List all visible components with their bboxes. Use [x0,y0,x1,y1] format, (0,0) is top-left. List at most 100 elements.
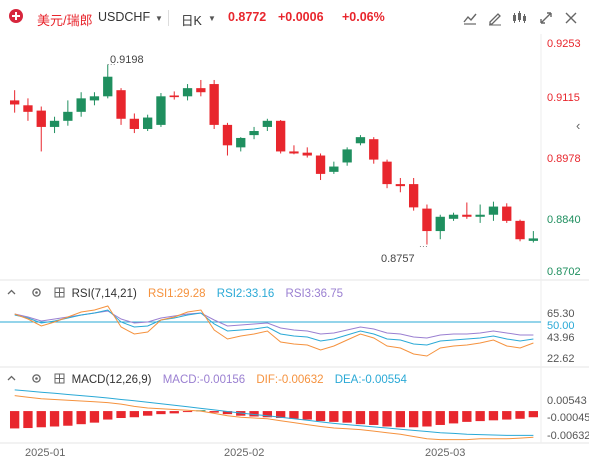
macd-axis-label: -0.00632 [547,430,589,442]
macd-bar [262,411,273,418]
macd-bar [315,411,326,422]
rsi-label: RSI(7,14,21) [71,288,137,300]
macd-bar [103,411,113,420]
fullscreen-icon[interactable] [536,8,556,28]
candle-body [196,88,206,93]
candle-body [275,120,286,152]
pair-name: 美元/瑞郎 [37,13,93,28]
rsi-axis-label: 43.96 [547,332,575,344]
candle-body [209,84,219,125]
macd-bar [462,411,472,422]
last-price: 0.8772 [228,10,267,24]
chevron-down-icon[interactable]: ▼ [208,14,216,23]
price-axis-label: 0.8840 [547,214,581,226]
collapse-icon[interactable] [6,287,17,298]
candle-body [342,149,352,163]
x-axis-label: 2025-01 [25,447,66,459]
macd-bar [9,411,20,429]
divider [168,10,169,26]
candle-body [222,124,233,146]
settings-icon[interactable] [561,8,581,28]
candle-body [63,111,73,121]
candle-body [502,206,512,221]
high-price-annotation: 0.9198 [110,54,144,66]
candle-body [236,137,246,148]
macd-bar [249,411,259,417]
chart-header: 美元/瑞郎 USDCHF ▼ 日K ▼ 0.8772 +0.0006 +0.06… [0,0,589,34]
symbol-selector[interactable]: USDCHF [98,10,151,24]
dea-line [14,389,534,436]
candle-body [262,120,273,127]
gear-icon[interactable] [31,373,42,384]
macd-bar [36,411,46,428]
rsi2-line [14,309,534,346]
candle-body [515,220,525,240]
usd-chf-flag-icon [9,9,23,23]
macd-value: MACD:-0.00156 [162,374,246,386]
candle-body [49,120,60,127]
candle-body [116,90,126,119]
macd-bar [435,411,445,425]
candle-body [355,137,366,144]
candle-body [475,214,485,217]
macd-bar [76,411,86,425]
macd-bar [408,411,419,428]
candle-body [9,100,20,105]
candlestick-chart[interactable] [0,34,589,467]
period-selector[interactable]: 日K [181,14,202,28]
line-tool-icon[interactable] [460,8,480,28]
price-axis-label: 0.8978 [547,153,581,165]
grid-icon[interactable] [54,373,65,384]
draw-tool-icon[interactable] [485,8,505,28]
macd-bar [488,411,499,421]
rsi-axis-label: 50.00 [547,320,575,332]
candle-body [435,216,445,232]
macd-bar [222,411,233,415]
price-axis-label: 0.9115 [547,92,580,104]
chevron-left-icon[interactable]: ‹ [576,118,581,133]
macd-bar [369,411,379,425]
macd-axis-label: -0.00045 [547,412,589,424]
candle-body [408,184,419,208]
rsi2-value: RSI2:33.16 [216,288,275,300]
indicator-icon[interactable] [509,8,529,28]
macd-header: MACD(12,26,9) MACD:-0.00156 DIF:-0.00632… [6,373,407,386]
x-axis-label: 2025-02 [224,447,265,459]
macd-bar [302,411,312,420]
grid-icon[interactable] [54,287,65,298]
rsi-axis-label: 22.62 [547,353,575,365]
candle-body [289,151,299,154]
candle-body [23,105,33,112]
macd-bar [382,411,392,427]
macd-bar [129,411,140,418]
gear-icon[interactable] [31,287,42,298]
x-axis-label: 2025-03 [425,447,466,459]
macd-bar [342,411,352,423]
macd-bar [289,411,299,419]
candle-body [89,96,100,101]
macd-bar [502,411,512,420]
candle-body [448,214,459,219]
candle-body [382,161,392,185]
rsi1-line [14,305,534,357]
candle-body [129,118,140,129]
macd-bar [355,411,366,425]
macd-bar [275,411,286,419]
macd-bar [63,411,73,426]
macd-bar [475,411,485,422]
rsi1-value: RSI1:29.28 [148,288,206,300]
macd-bar [515,411,525,419]
dea-value: DEA:-0.00554 [334,374,407,386]
macd-label: MACD(12,26,9) [71,374,152,386]
candle-body [156,96,166,125]
macd-bar [528,411,539,418]
rsi-axis-label: 65.30 [547,308,575,320]
macd-bar [209,411,219,413]
price-axis-label: 0.8702 [547,266,581,278]
candle-body [315,155,326,174]
candle-body [36,110,46,127]
chevron-down-icon[interactable]: ▼ [155,14,163,23]
macd-bar [169,411,179,414]
collapse-icon[interactable] [6,373,17,384]
macd-bar [89,411,100,423]
